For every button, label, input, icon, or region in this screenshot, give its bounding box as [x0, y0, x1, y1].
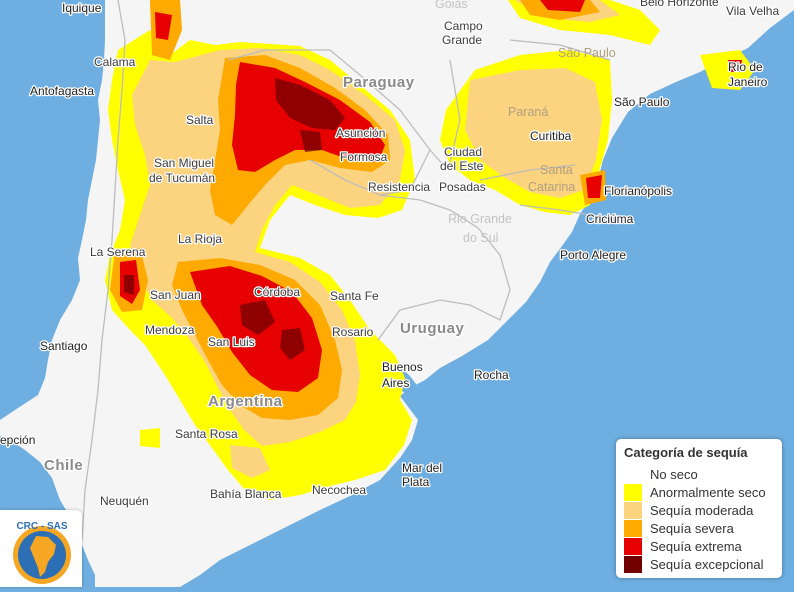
country-label-argentina: Argentina [208, 393, 283, 410]
country-borders [81, 0, 611, 541]
city-label-rio-2: Janeiro [728, 75, 768, 89]
city-label-porto-alegre: Porto Alegre [560, 248, 626, 262]
legend-item-sequia-excepcional: Sequía excepcional [624, 555, 774, 573]
city-label-concepcion: epción [0, 433, 35, 447]
region-label-rio-grande-2: do Sul [463, 231, 498, 245]
region-label-goias: Goiás [435, 0, 468, 11]
city-label-santa-rosa: Santa Rosa [175, 427, 238, 441]
city-label-necochea: Necochea [312, 483, 366, 497]
city-label-criciuma: Criciúma [586, 212, 634, 226]
city-label-campo-grande-1: Campo [444, 19, 483, 33]
city-label-rosario: Rosario [332, 325, 374, 339]
city-label-posadas: Posadas [439, 180, 486, 194]
legend-swatch [624, 465, 642, 483]
legend-swatch [624, 555, 642, 573]
city-label-curitiba: Curitiba [530, 129, 572, 143]
drought-exceptional [124, 78, 345, 360]
crc-sas-logo[interactable]: CRC - SAS [0, 510, 82, 587]
city-label-neuquen: Neuquén [100, 494, 149, 508]
region-label-parana: Paraná [508, 105, 548, 119]
city-label-bahia-blanca: Bahía Blanca [210, 487, 282, 501]
city-label-mendoza: Mendoza [145, 323, 195, 337]
city-label-san-juan: San Juan [150, 288, 201, 302]
legend-swatch [624, 501, 642, 519]
city-label-calama: Calama [94, 55, 136, 69]
city-label-asuncion: Asunción [336, 126, 385, 140]
legend-item-sequia-moderada: Sequía moderada [624, 501, 774, 519]
country-label-chile: Chile [44, 457, 83, 474]
legend-label: Anormalmente seco [650, 484, 766, 500]
city-label-ciudad-del-este-2: del Este [440, 159, 484, 173]
city-label-santa-fe: Santa Fe [330, 289, 379, 303]
city-label-tucuman-2: de Tucumán [149, 171, 215, 185]
city-label-ciudad-del-este-1: Ciudad [444, 145, 482, 159]
city-label-rocha: Rocha [474, 368, 509, 382]
city-label-iquique: Iquique [62, 1, 102, 15]
legend-swatch [624, 519, 642, 537]
region-label-rio-grande-1: Rio Grande [448, 212, 512, 226]
city-label-buenos-aires-2: Aires [382, 376, 409, 390]
legend-item-sequia-severa: Sequía severa [624, 519, 774, 537]
legend-item-sequia-extrema: Sequía extrema [624, 537, 774, 555]
city-label-antofagasta: Antofagasta [30, 84, 94, 98]
city-label-la-rioja: La Rioja [178, 232, 222, 246]
legend-item-no-seco: No seco [624, 465, 774, 483]
legend-title: Categoría de sequía [624, 445, 748, 460]
city-label-formosa: Formosa [340, 150, 388, 164]
city-label-vila-velha: Vila Velha [726, 4, 779, 18]
city-label-santiago: Santiago [40, 339, 88, 353]
city-label-campo-grande-2: Grande [442, 33, 482, 47]
city-labels: Iquique Calama Antofagasta Salta San Mig… [0, 0, 781, 509]
south-america-globe-icon: CRC - SAS [13, 521, 71, 584]
city-label-buenos-aires-1: Buenos [382, 360, 423, 374]
region-label-sao-paulo-state: São Paulo [558, 46, 616, 60]
legend-label: No seco [650, 466, 698, 482]
region-label-santa-catarina-1: Santa [540, 163, 573, 177]
legend-label: Sequía excepcional [650, 556, 764, 572]
country-label-paraguay: Paraguay [343, 74, 415, 91]
city-label-florianopolis: Florianópolis [604, 184, 672, 198]
city-label-mar-del-plata-1: Mar del [402, 461, 442, 475]
city-label-sao-paulo: São Paulo [614, 95, 670, 109]
legend-label: Sequía extrema [650, 538, 742, 554]
city-label-rio-1: Rio de [728, 60, 763, 74]
region-label-santa-catarina-2: Catarina [528, 180, 575, 194]
logo-text: CRC - SAS [16, 521, 67, 532]
city-label-salta: Salta [186, 113, 214, 127]
city-label-san-luis: San Luis [208, 335, 255, 349]
city-label-belo-horizonte: Belo Horizonte [640, 0, 719, 9]
city-label-mar-del-plata-2: Plata [402, 475, 430, 489]
drought-legend: Categoría de sequía No seco Anormalmente… [616, 439, 782, 578]
legend-swatch [624, 483, 642, 501]
legend-swatch [624, 537, 642, 555]
legend-label: Sequía severa [650, 520, 734, 536]
city-label-la-serena: La Serena [90, 245, 146, 259]
city-label-resistencia: Resistencia [368, 180, 430, 194]
city-label-cordoba: Córdoba [254, 285, 300, 299]
legend-label: Sequía moderada [650, 502, 754, 518]
city-label-tucuman-1: San Miguel [154, 156, 214, 170]
legend-item-anormalmente-seco: Anormalmente seco [624, 483, 774, 501]
country-label-uruguay: Uruguay [400, 320, 465, 337]
